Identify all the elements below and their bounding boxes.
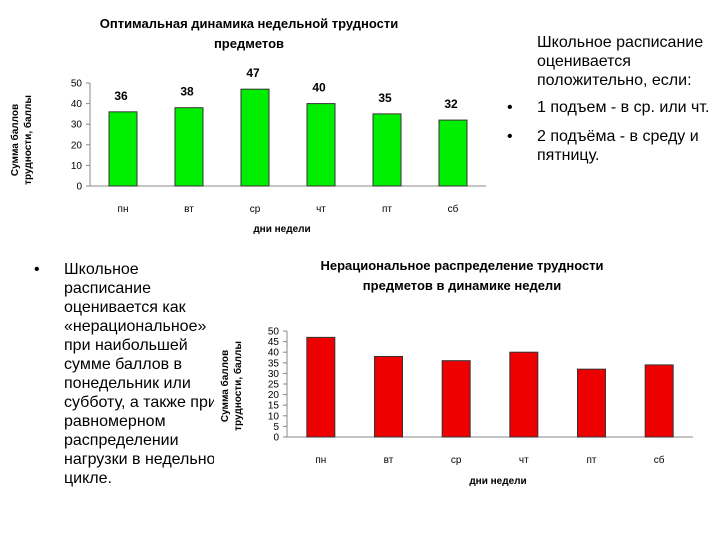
data-label: 38: [180, 85, 194, 99]
bar: [577, 368, 606, 438]
x-tick-label: чт: [316, 204, 326, 215]
y-tick-label: 10: [268, 411, 280, 422]
chart-optimal-dynamics: Оптимальная динамика недельной трудности…: [8, 0, 494, 252]
y-tick-label: 50: [71, 79, 83, 90]
y-tick-label: 40: [71, 99, 83, 110]
y-axis-title: Сумма баллов: [9, 104, 21, 176]
list-item: • 1 подъем - в ср. или чт.: [503, 98, 713, 117]
y-tick-label: 20: [268, 390, 280, 401]
x-tick-label: чт: [519, 455, 529, 466]
bar: [441, 360, 471, 438]
y-axis-title: трудности, баллы: [22, 95, 34, 185]
x-tick-label: вт: [384, 455, 394, 466]
bar: [306, 336, 336, 438]
x-tick-label: пн: [118, 204, 129, 215]
text-block-positive-criteria: Школьное расписание оценивается положите…: [503, 33, 713, 175]
x-tick-label: ср: [250, 204, 261, 215]
bullet-icon: •: [507, 99, 513, 116]
text-block-irrational-criteria: • Школьное расписание оценивается как «не…: [30, 260, 228, 498]
chart-title: Нерациональное распределение трудности: [320, 258, 603, 273]
chart-title: предметов: [214, 36, 284, 51]
list-item-text: 2 подъёма - в среду и пятницу.: [537, 128, 699, 164]
y-tick-label: 45: [268, 337, 280, 348]
chart-title: Оптимальная динамика недельной трудности: [100, 16, 399, 31]
list-item-text: Школьное расписание оценивается как «нер…: [64, 261, 227, 487]
y-tick-label: 0: [76, 182, 82, 193]
x-tick-label: пт: [382, 204, 392, 215]
data-label: 40: [312, 81, 326, 95]
data-label: 32: [444, 97, 458, 111]
data-label: 36: [114, 89, 128, 103]
list-item: • 2 подъёма - в среду и пятницу.: [503, 127, 713, 165]
irrational-list: • Школьное расписание оценивается как «не…: [30, 260, 228, 488]
x-axis-title: дни недели: [469, 476, 526, 487]
x-tick-label: ср: [451, 455, 462, 466]
y-tick-label: 35: [268, 358, 280, 369]
chart-title: предметов в динамике недели: [363, 278, 561, 293]
x-tick-label: сб: [448, 203, 459, 215]
y-tick-label: 0: [273, 433, 279, 444]
y-tick-label: 20: [71, 140, 83, 151]
y-axis-title: Сумма баллов: [219, 350, 231, 422]
y-tick-label: 25: [268, 380, 280, 391]
chart-irrational-distribution: Нерациональное распределение трудности пр…: [214, 248, 694, 500]
chart-optimal-svg: Оптимальная динамика недельной трудности…: [9, 16, 486, 235]
chart-irrational-svg: Нерациональное распределение трудности пр…: [219, 258, 693, 487]
bar: [108, 111, 138, 187]
y-tick-label: 50: [268, 327, 280, 338]
y-axis-title: трудности, баллы: [232, 341, 244, 431]
bar: [374, 355, 403, 438]
data-label: 47: [246, 66, 260, 80]
y-tick-label: 30: [268, 369, 280, 380]
bar: [240, 88, 270, 187]
bullet-icon: •: [507, 128, 513, 145]
positive-list: • 1 подъем - в ср. или чт. • 2 подъёма - в…: [503, 98, 713, 165]
y-tick-label: 5: [273, 422, 279, 433]
bar: [438, 119, 468, 187]
bar: [174, 107, 204, 187]
bar: [306, 103, 336, 187]
bar: [644, 364, 674, 438]
bar: [509, 351, 539, 438]
y-tick-label: 40: [268, 348, 280, 359]
x-tick-label: вт: [184, 204, 194, 215]
bullet-icon: •: [34, 261, 40, 278]
y-tick-label: 10: [71, 161, 83, 172]
y-tick-label: 15: [268, 401, 280, 412]
data-label: 35: [378, 91, 392, 105]
list-item-text: 1 подъем - в ср. или чт.: [537, 99, 710, 116]
positive-intro: Школьное расписание оценивается положите…: [537, 34, 704, 89]
list-item: • Школьное расписание оценивается как «не…: [30, 260, 228, 488]
y-tick-label: 30: [71, 120, 83, 131]
bar: [372, 113, 402, 187]
x-tick-label: пт: [587, 455, 597, 466]
x-tick-label: сб: [654, 454, 665, 466]
x-axis-title: дни недели: [253, 224, 310, 235]
x-tick-label: пн: [315, 455, 326, 466]
